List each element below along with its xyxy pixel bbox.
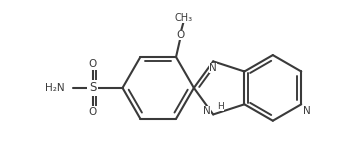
Text: N: N [204, 106, 211, 117]
Text: O: O [89, 107, 97, 117]
Text: N: N [209, 63, 217, 73]
Text: N: N [303, 106, 311, 116]
Text: H: H [217, 102, 224, 111]
Text: H₂N: H₂N [45, 83, 65, 93]
Text: O: O [89, 59, 97, 69]
Text: S: S [89, 81, 96, 94]
Text: CH₃: CH₃ [175, 13, 193, 23]
Text: O: O [177, 30, 185, 40]
